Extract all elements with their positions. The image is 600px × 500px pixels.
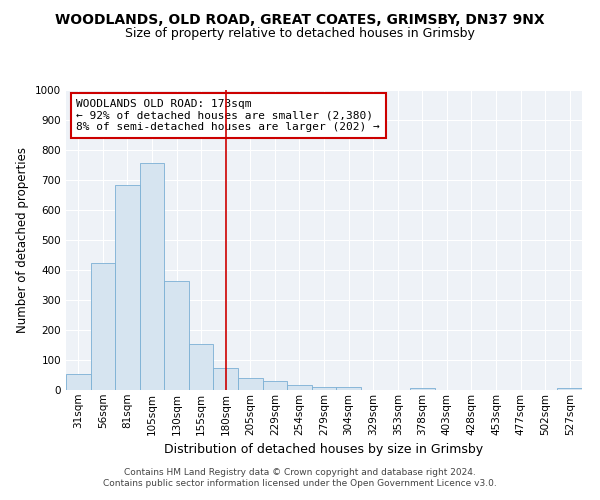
Bar <box>336 387 361 390</box>
Text: WOODLANDS OLD ROAD: 173sqm
← 92% of detached houses are smaller (2,380)
8% of se: WOODLANDS OLD ROAD: 173sqm ← 92% of deta… <box>76 99 380 132</box>
Bar <box>312 387 336 390</box>
Bar <box>287 385 312 390</box>
Text: WOODLANDS, OLD ROAD, GREAT COATES, GRIMSBY, DN37 9NX: WOODLANDS, OLD ROAD, GREAT COATES, GRIMS… <box>55 12 545 26</box>
Bar <box>238 378 263 390</box>
Bar <box>66 374 91 390</box>
Bar <box>557 388 582 390</box>
Bar <box>91 264 115 390</box>
Bar <box>214 368 238 390</box>
X-axis label: Distribution of detached houses by size in Grimsby: Distribution of detached houses by size … <box>164 443 484 456</box>
Bar <box>263 381 287 390</box>
Bar <box>140 163 164 390</box>
Bar <box>164 280 189 390</box>
Bar <box>189 344 214 390</box>
Bar <box>410 388 434 390</box>
Text: Contains HM Land Registry data © Crown copyright and database right 2024.
Contai: Contains HM Land Registry data © Crown c… <box>103 468 497 487</box>
Y-axis label: Number of detached properties: Number of detached properties <box>16 147 29 333</box>
Bar <box>115 185 140 390</box>
Text: Size of property relative to detached houses in Grimsby: Size of property relative to detached ho… <box>125 28 475 40</box>
